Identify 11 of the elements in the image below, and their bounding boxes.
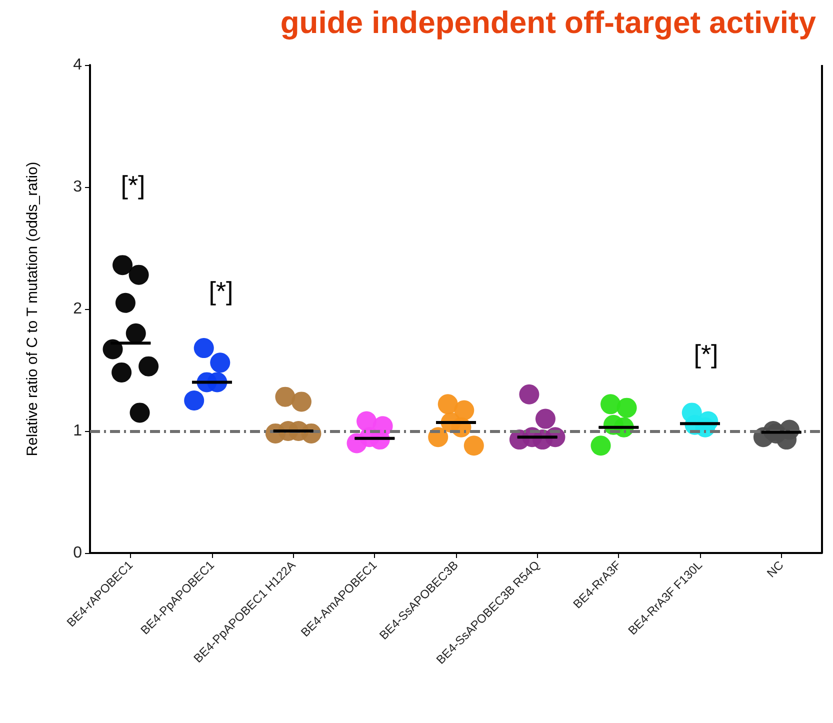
x-tick-label: NC bbox=[764, 558, 787, 580]
annotation: [*] bbox=[208, 276, 234, 306]
chart-title: guide independent off-target activity bbox=[280, 5, 817, 40]
y-tick-label: 4 bbox=[73, 56, 82, 74]
y-tick-label: 1 bbox=[73, 422, 82, 440]
y-tick-label: 0 bbox=[73, 544, 82, 562]
annotation: [*] bbox=[694, 339, 718, 369]
annotation: [*] bbox=[120, 170, 146, 200]
y-tick-label: 2 bbox=[73, 300, 82, 318]
y-tick-label: 3 bbox=[73, 178, 82, 196]
y-axis-title: Relative ratio of C to T mutation (odds_ratio) bbox=[24, 162, 41, 456]
